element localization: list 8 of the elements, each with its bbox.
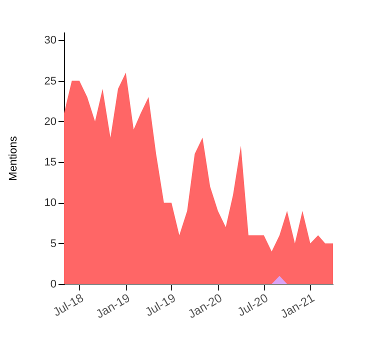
y-axis-title: Mentions bbox=[7, 136, 20, 181]
y-tick-label: 25 bbox=[44, 75, 56, 88]
y-tick-label: 30 bbox=[44, 34, 56, 47]
y-tick-label: 10 bbox=[44, 197, 56, 210]
y-tick-label: 15 bbox=[44, 156, 56, 169]
y-tick-label: 5 bbox=[50, 238, 56, 250]
y-tick-label: 0 bbox=[50, 278, 56, 290]
y-tick-label: 20 bbox=[44, 116, 56, 128]
